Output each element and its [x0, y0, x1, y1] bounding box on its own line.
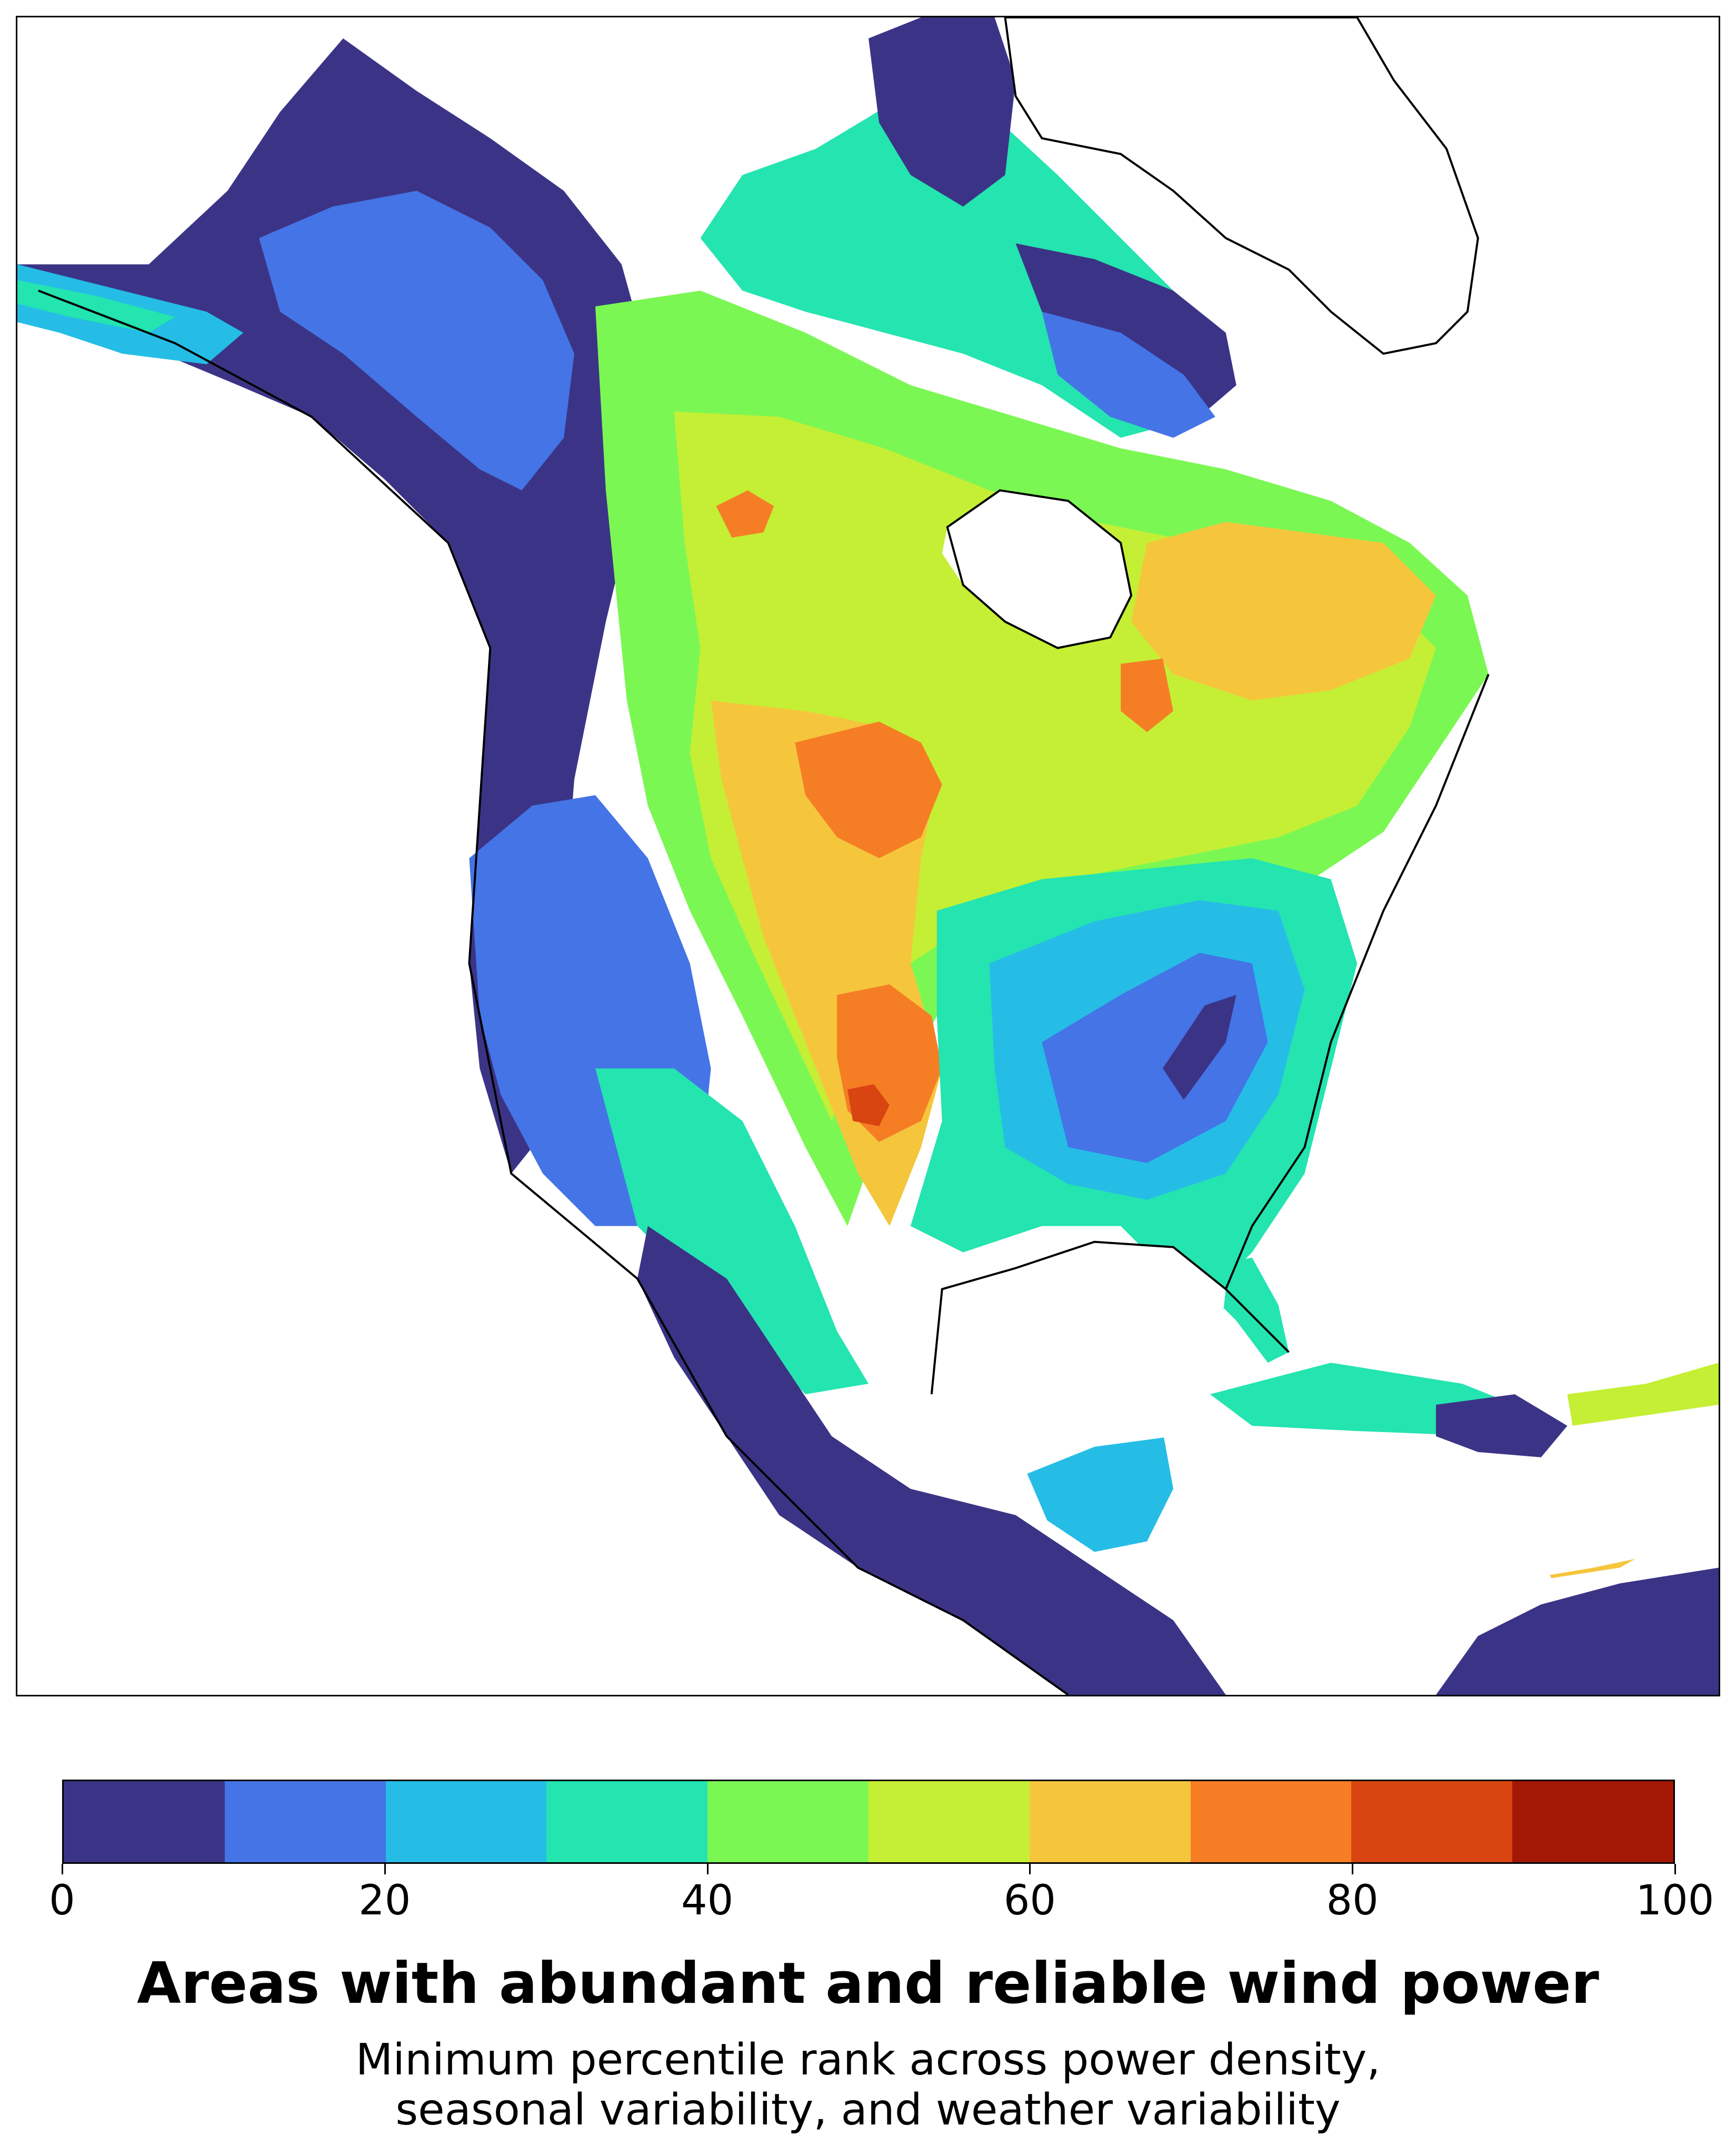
aleutian-strip	[17, 280, 175, 333]
colorbar-tick-label: 40	[681, 1877, 734, 1924]
colorbar-segment	[1512, 1781, 1673, 1862]
colorbar-tick	[706, 1864, 709, 1874]
south-america-region	[1435, 1567, 1719, 1695]
subtitle-line-2: seasonal variability, and weather variab…	[395, 2085, 1341, 2135]
appalachian-dark-patch	[1162, 995, 1236, 1100]
baffin-dark-region	[868, 17, 1016, 207]
caribbean-sea	[1173, 1425, 1719, 1626]
colorbar-segment	[868, 1781, 1030, 1862]
florida-region	[1199, 1257, 1289, 1363]
colorbar-tick	[384, 1864, 386, 1874]
arctic-blue-patch	[1042, 311, 1215, 438]
colorbar-tick	[1029, 1864, 1031, 1874]
subtitle-line-1: Minimum percentile rank across power den…	[355, 2035, 1381, 2085]
colorbar-segment	[1029, 1781, 1191, 1862]
greenland-outline	[1004, 17, 1479, 355]
quebec-dark-orange-patch	[1121, 658, 1173, 732]
chart-title: Areas with abundant and reliable wind po…	[137, 1951, 1599, 2017]
colorbar-tick-label: 60	[1003, 1877, 1056, 1924]
colorbar-segment	[64, 1781, 225, 1862]
colorbar-segment	[546, 1781, 708, 1862]
prairie-orange-patch	[716, 490, 774, 538]
arctic-coast-outline	[38, 290, 1069, 1695]
colorbar-tick	[1674, 1864, 1676, 1874]
colorbar	[62, 1780, 1675, 1864]
mexico-dark-region	[637, 1226, 1226, 1695]
colorbar-segment	[224, 1781, 386, 1862]
plains-red-patch	[847, 1084, 890, 1127]
caribbean-strip-region	[1567, 1363, 1719, 1426]
colorbar-segment	[707, 1781, 869, 1862]
colorbar-tick-label: 80	[1326, 1877, 1379, 1924]
quebec-orange-region	[1131, 522, 1436, 701]
colorbar-tick-label: 0	[49, 1877, 75, 1924]
north-plains-orange-patch	[795, 721, 942, 858]
hudson-bay	[942, 490, 1132, 648]
hispaniola-region	[1435, 1394, 1568, 1457]
hudson-bay-outline	[946, 489, 1133, 649]
wind-map	[17, 17, 1719, 1695]
east-coast-outline	[1224, 673, 1490, 1290]
colorbar-segment	[385, 1781, 547, 1862]
gulf-of-mexico	[931, 1242, 1226, 1478]
alaska-blue-region	[259, 191, 575, 491]
colorbar-tick-label: 100	[1635, 1877, 1714, 1924]
colorbar-segment	[1190, 1781, 1352, 1862]
colorbar-tick	[1352, 1864, 1354, 1874]
colorbar-tick	[62, 1864, 63, 1874]
western-cyan-region	[595, 1068, 869, 1395]
colorbar-tick-label: 20	[358, 1877, 411, 1924]
colorbar-segment	[1351, 1781, 1513, 1862]
map-panel	[16, 16, 1720, 1696]
